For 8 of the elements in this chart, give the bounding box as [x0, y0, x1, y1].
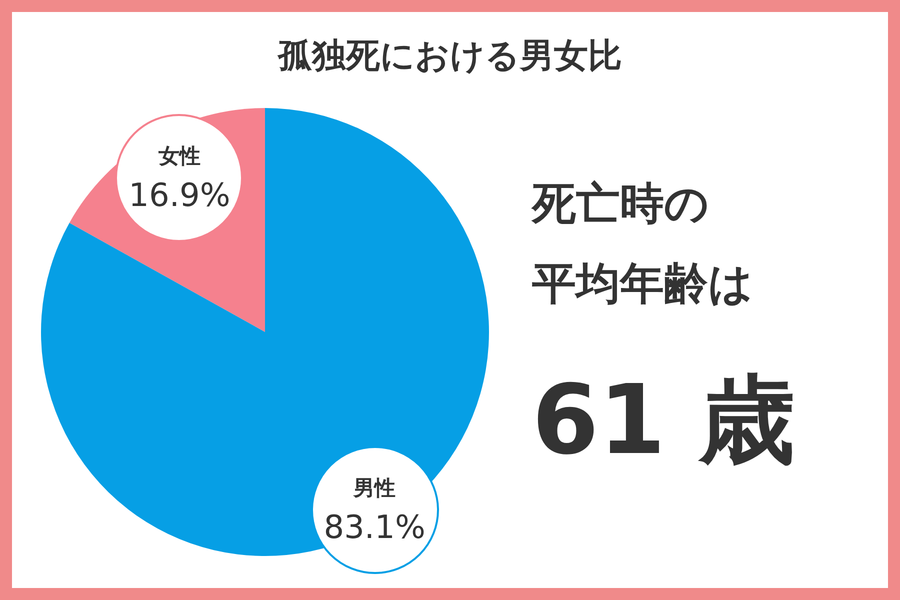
data-label: 83.1% [324, 507, 426, 548]
data-label: 16.9% [128, 174, 230, 216]
text: 死亡時の [531, 178, 709, 230]
text: 平均年齢は [532, 258, 753, 310]
chart-title: 孤独死における男女比 [277, 36, 622, 76]
slice-label: 女性 [158, 142, 200, 170]
slice-label: 男性 [354, 475, 396, 502]
text: 61 歳 [532, 364, 796, 476]
